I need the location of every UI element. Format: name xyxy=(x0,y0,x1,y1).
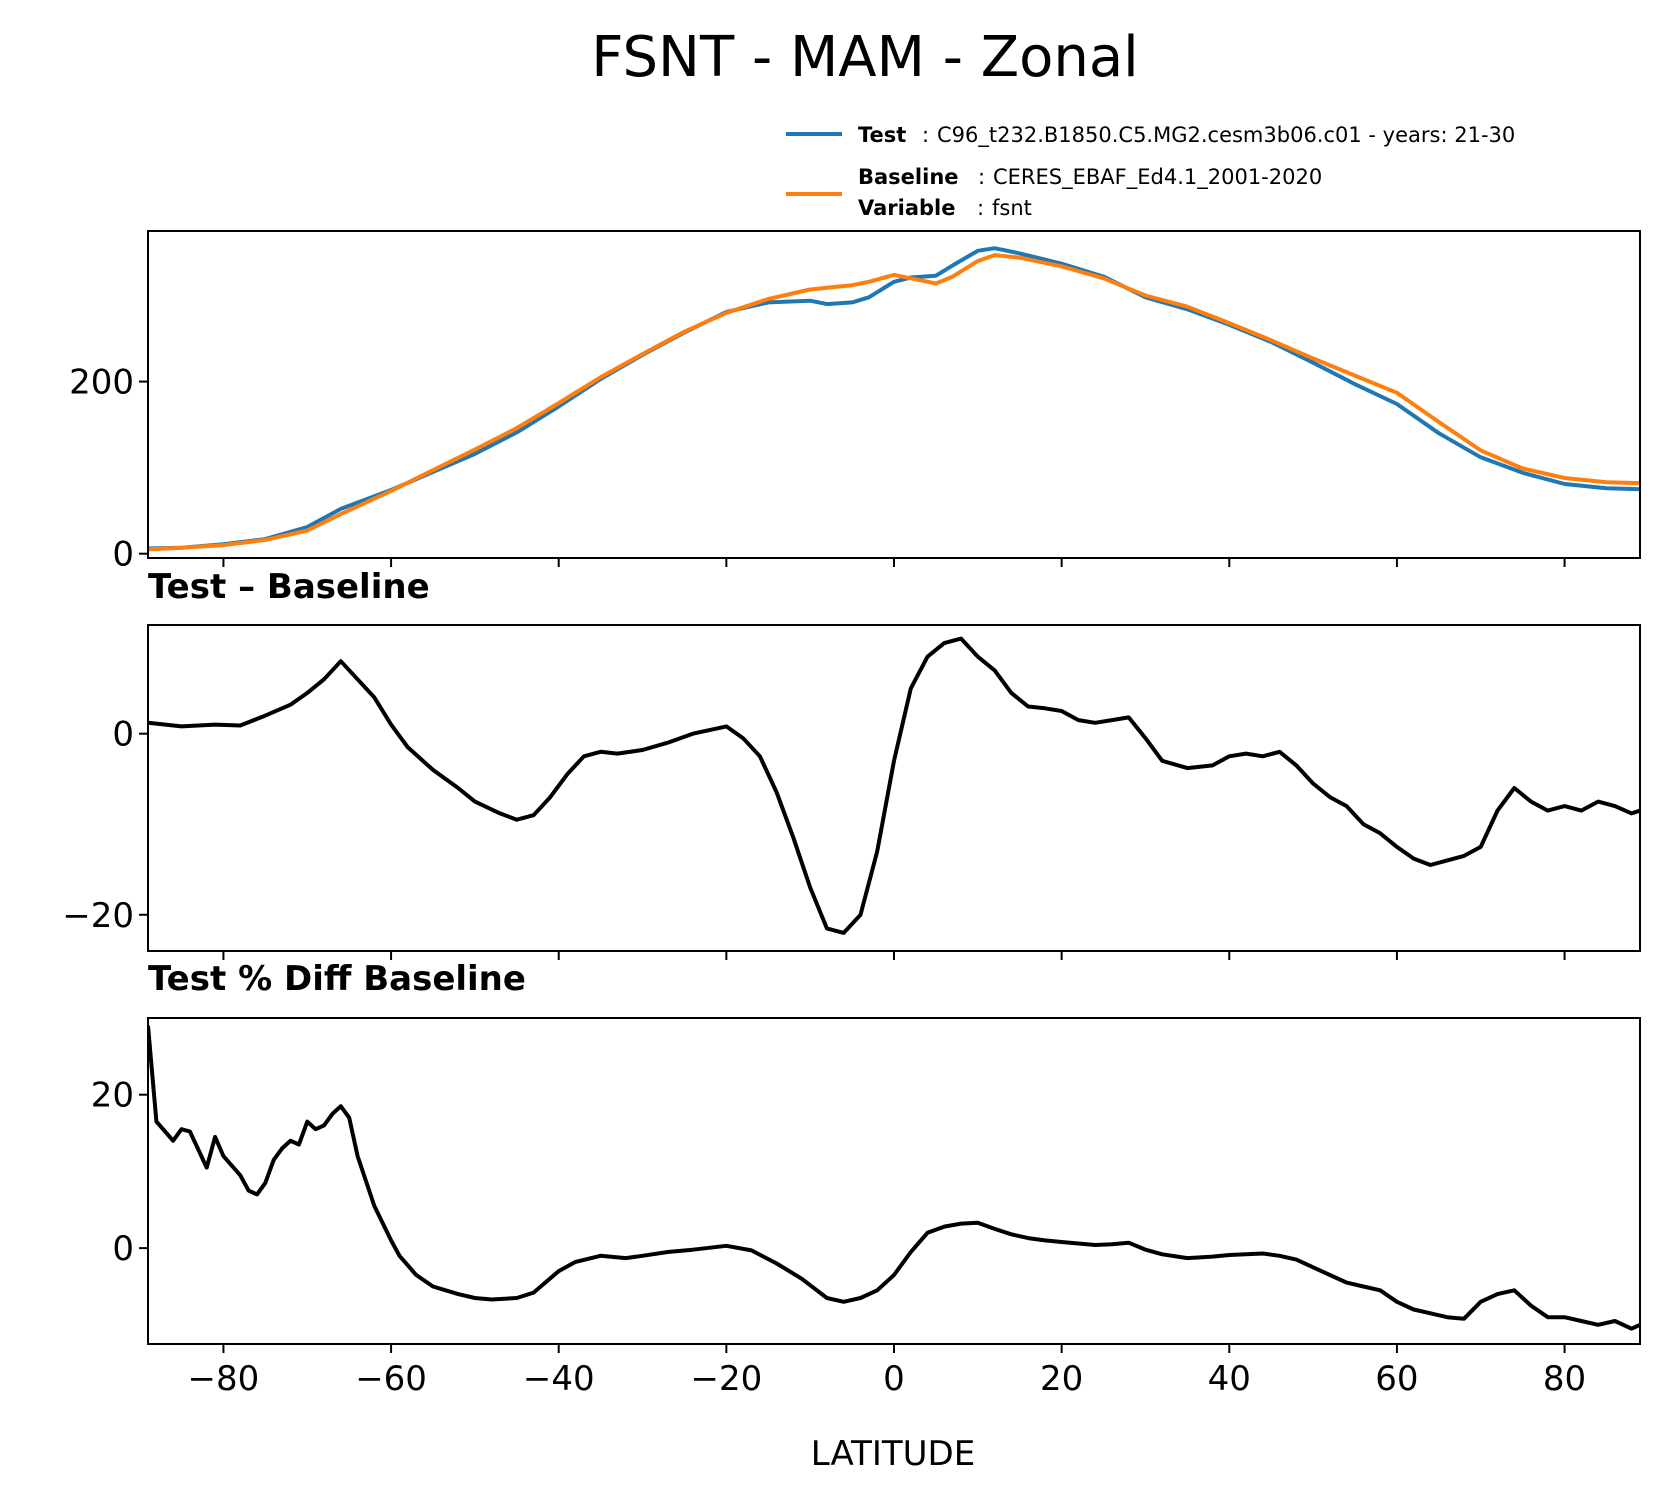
x-tick-label: 20 xyxy=(1040,1359,1083,1399)
series-line xyxy=(148,636,1640,935)
y-tick-label: 0 xyxy=(112,1229,134,1269)
legend-baseline-text: CERES_EBAF_Ed4.1_2001-2020 xyxy=(993,165,1322,190)
y-tick-label: −20 xyxy=(62,896,134,936)
legend-variable-key: Variable xyxy=(858,196,955,220)
axes-frame xyxy=(147,624,1641,952)
x-tick-label: −40 xyxy=(523,1359,595,1399)
legend-test-colon: : xyxy=(922,123,929,147)
x-tick-label: −20 xyxy=(690,1359,762,1399)
axes-frame xyxy=(147,1017,1641,1345)
test-line xyxy=(148,246,1640,551)
legend-test-key: Test xyxy=(858,123,906,147)
x-tick-label: 80 xyxy=(1543,1359,1586,1399)
series-line xyxy=(148,1025,1640,1331)
difference-panel: −20 0 xyxy=(62,624,1641,960)
legend-variable-text: fsnt xyxy=(992,196,1032,220)
y-tick-label: 0 xyxy=(112,535,134,575)
percent-difference-panel: 0 20 −80 −60 −40 −20 0 20 40 60 80 xyxy=(91,1017,1641,1399)
x-tick-label: −80 xyxy=(188,1359,260,1399)
x-tick-label: 0 xyxy=(883,1359,905,1399)
legend-baseline-colon: : xyxy=(978,165,985,189)
legend-test-text: C96_t232.B1850.C5.MG2.cesm3b06.c01 - yea… xyxy=(937,123,1515,148)
y-tick-label: 200 xyxy=(69,363,134,403)
legend-variable-colon: : xyxy=(977,196,984,220)
diff-panel-title: Test – Baseline xyxy=(148,567,430,607)
x-tick-label: 40 xyxy=(1208,1359,1251,1399)
x-tick-label: −60 xyxy=(355,1359,427,1399)
pct-diff-panel-title: Test % Diff Baseline xyxy=(148,959,526,999)
y-tick-label: 0 xyxy=(112,715,134,755)
y-tick-label: 20 xyxy=(91,1076,134,1116)
legend-baseline-key: Baseline xyxy=(858,165,959,189)
baseline-line xyxy=(148,253,1640,552)
zonal-mean-panel: 0 200 xyxy=(69,230,1641,575)
x-axis-label: LATITUDE xyxy=(811,1434,975,1474)
x-tick-label: 60 xyxy=(1375,1359,1418,1399)
figure-title: FSNT - MAM - Zonal xyxy=(591,25,1138,90)
legend: Test : C96_t232.B1850.C5.MG2.cesm3b06.c0… xyxy=(786,123,1515,220)
